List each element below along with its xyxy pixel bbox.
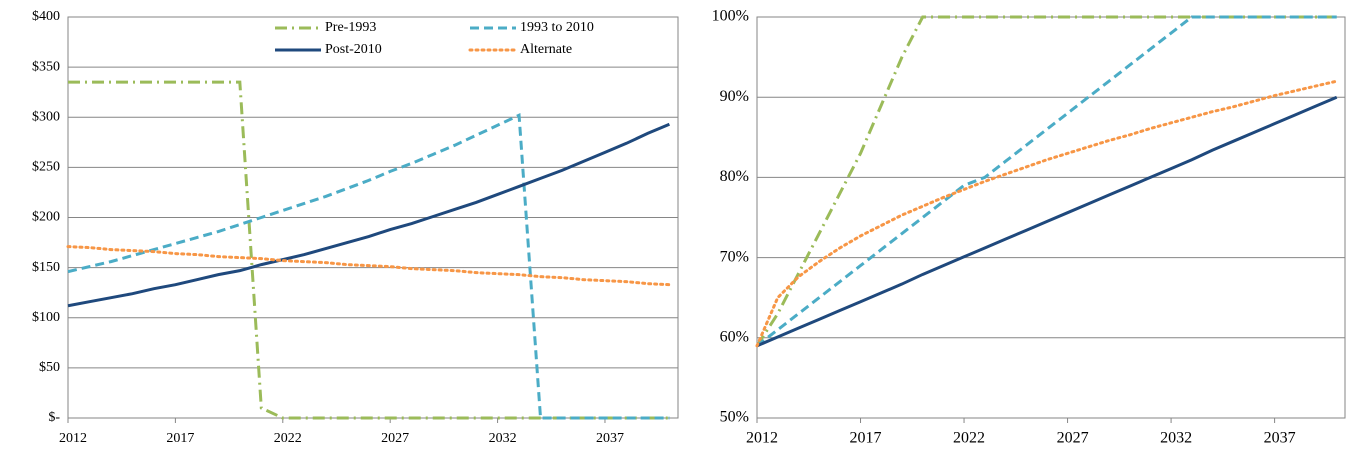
x-tick-label: 2022 xyxy=(274,431,302,446)
series-line xyxy=(68,80,670,420)
legend-bg xyxy=(468,41,638,59)
y-tick-label: 60% xyxy=(720,328,749,345)
y-tick-label: $50 xyxy=(39,360,60,375)
legend-item: Post-2010 xyxy=(273,41,443,59)
legend-label: Pre-1993 xyxy=(325,20,376,35)
y-tick-label: 80% xyxy=(720,168,749,185)
y-tick-label: $- xyxy=(48,410,60,425)
series-line xyxy=(756,95,1338,348)
x-tick-label: 2022 xyxy=(953,430,985,447)
x-tick-label: 2012 xyxy=(59,431,87,446)
legend-label: Post-2010 xyxy=(325,42,382,57)
legend-bg xyxy=(468,19,638,37)
plot-frame xyxy=(756,16,1346,419)
y-tick-label: $250 xyxy=(32,160,60,175)
y-tick-label: 50% xyxy=(720,409,749,426)
plot-frame xyxy=(67,16,679,419)
y-tick-label: $400 xyxy=(32,9,60,24)
x-tick-label: 2037 xyxy=(596,431,624,446)
x-tick-label: 2012 xyxy=(746,430,778,447)
series-line xyxy=(67,122,670,308)
series-line xyxy=(755,79,1339,348)
y-tick-label: $350 xyxy=(32,59,60,74)
legend-item: Pre-1993 xyxy=(273,19,443,37)
x-tick-label: 2032 xyxy=(489,431,517,446)
chart: 50% 60% 70% 80% 90% 100% 2012 2017 2022 2027 2032 2… xyxy=(712,8,1346,447)
legend-label: Alternate xyxy=(520,42,572,57)
x-tick-label: 2017 xyxy=(166,431,194,446)
series-line xyxy=(66,245,671,287)
y-tick-label: $200 xyxy=(32,210,60,225)
series-line xyxy=(756,15,1337,348)
legend-bg xyxy=(273,41,443,59)
x-tick-label: 2027 xyxy=(1057,430,1089,447)
series-line xyxy=(67,112,670,420)
y-tick-label: 100% xyxy=(712,8,749,25)
y-tick-label: 70% xyxy=(720,248,749,265)
chart: $- $50 $100 $150 $200 $250 $300 $350 $400 2012 201… xyxy=(32,9,679,446)
x-tick-label: 2027 xyxy=(381,431,409,446)
x-tick-label: 2037 xyxy=(1264,430,1296,447)
legend-label: 1993 to 2010 xyxy=(520,20,594,35)
y-tick-label: $150 xyxy=(32,260,60,275)
x-tick-label: 2017 xyxy=(850,430,882,447)
x-tick-label: 2032 xyxy=(1160,430,1192,447)
y-tick-label: 90% xyxy=(720,88,749,105)
y-tick-label: $300 xyxy=(32,109,60,124)
legend-item: Alternate xyxy=(468,41,638,59)
legend-bg xyxy=(273,19,443,37)
legend-item: 1993 to 2010 xyxy=(468,19,638,37)
series-line xyxy=(755,15,1337,347)
y-tick-label: $100 xyxy=(32,310,60,325)
